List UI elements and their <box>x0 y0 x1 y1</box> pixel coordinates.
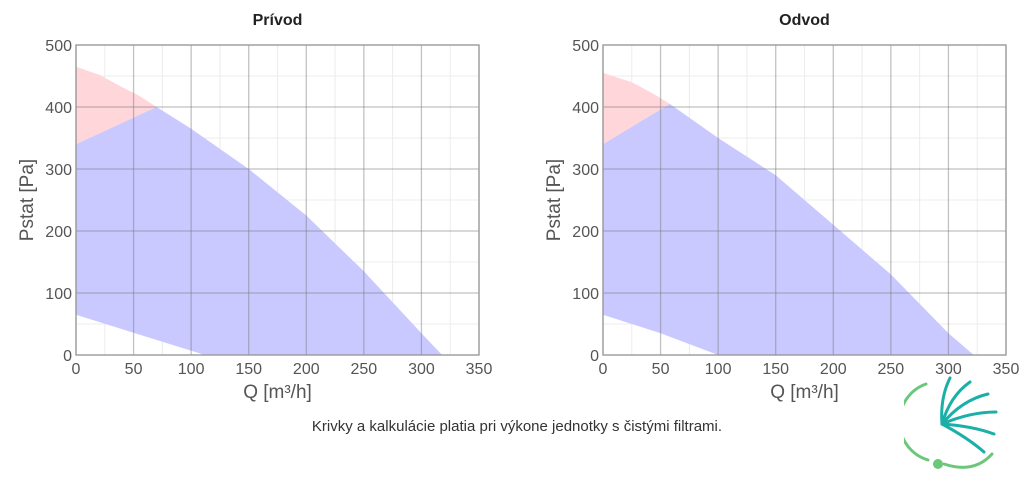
series-area-blue <box>76 107 443 355</box>
y-tick-label: 400 <box>45 100 72 117</box>
x-tick-label: 350 <box>466 361 493 378</box>
plot-frame <box>602 44 1007 356</box>
x-axis-label: Q [m³/h] <box>243 382 312 403</box>
series-area-red <box>603 72 670 145</box>
x-tick-label: 50 <box>125 361 143 378</box>
x-tick-label: 0 <box>72 361 81 378</box>
y-axis-label: Pstat [Pa] <box>544 159 565 241</box>
x-tick-label: 200 <box>293 361 320 378</box>
x-tick-label: 350 <box>993 361 1020 378</box>
y-tick-label: 300 <box>45 162 72 179</box>
series-area-red <box>76 66 157 145</box>
y-tick-label: 0 <box>590 348 599 365</box>
x-tick-label: 50 <box>652 361 670 378</box>
x-tick-label: 300 <box>935 361 962 378</box>
y-tick-label: 200 <box>572 224 599 241</box>
series-area-blue <box>603 103 974 356</box>
y-tick-label: 400 <box>572 100 599 117</box>
plot-frame <box>75 44 480 356</box>
x-tick-label: 250 <box>878 361 905 378</box>
chart-privod: 0 50 100 150 200 250 300 350 0 100 200 300 400 500 Prí… <box>17 12 493 403</box>
x-tick-label: 100 <box>705 361 732 378</box>
y-tick-label: 200 <box>45 224 72 241</box>
fan-logo-icon <box>904 376 998 469</box>
chart-odvod: 0 50 100 150 200 250 300 350 0 100 200 300 400 500 Odv… <box>544 12 1020 403</box>
x-tick-label: 150 <box>762 361 789 378</box>
y-tick-label: 100 <box>45 286 72 303</box>
y-tick-label: 300 <box>572 162 599 179</box>
y-tick-label: 100 <box>572 286 599 303</box>
x-tick-label: 300 <box>408 361 435 378</box>
y-tick-label: 0 <box>63 348 72 365</box>
x-tick-label: 250 <box>351 361 378 378</box>
chart-title: Prívod <box>253 12 303 29</box>
x-tick-label: 200 <box>820 361 847 378</box>
chart-title: Odvod <box>779 12 830 29</box>
x-axis-label: Q [m³/h] <box>770 382 839 403</box>
x-tick-label: 100 <box>178 361 205 378</box>
y-tick-label: 500 <box>45 38 72 55</box>
y-tick-label: 500 <box>572 38 599 55</box>
y-axis-label: Pstat [Pa] <box>17 159 38 241</box>
x-tick-label: 0 <box>599 361 608 378</box>
x-tick-label: 150 <box>235 361 262 378</box>
footnote: Krivky a kalkulácie platia pri výkone je… <box>311 418 723 435</box>
